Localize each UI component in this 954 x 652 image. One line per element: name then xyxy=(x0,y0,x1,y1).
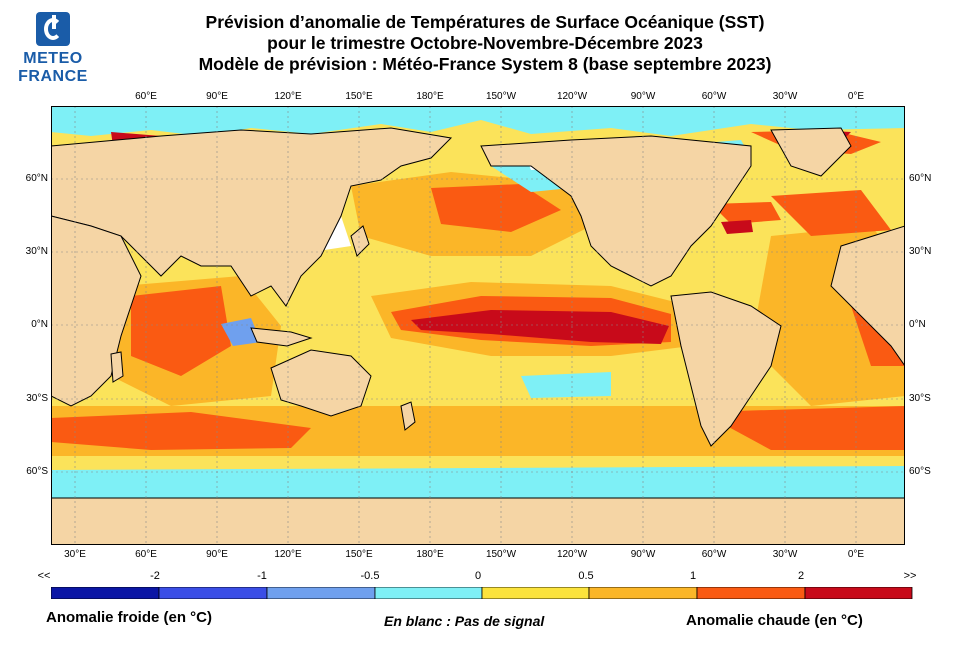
lon-tick-bottom: 150°E xyxy=(345,549,373,560)
colorbar-label: 2 xyxy=(797,570,805,582)
lon-tick-bottom: 180°E xyxy=(416,549,444,560)
lon-tick-top: 120°W xyxy=(556,91,588,102)
meteo-france-logo: METEO FRANCE xyxy=(14,12,92,88)
colorbar-segment xyxy=(696,587,806,599)
logo-text-line2: FRANCE xyxy=(18,68,88,85)
lon-tick-bottom: 30°E xyxy=(64,549,86,560)
cold-anomaly-label: Anomalie froide (en °C) xyxy=(46,609,213,626)
colorbar xyxy=(51,587,913,599)
lat-tick-left: 30°S xyxy=(26,393,48,404)
lat-tick-left: 60°S xyxy=(26,466,48,477)
colorbar-label: 1 xyxy=(689,570,697,582)
colorbar-label: 0.5 xyxy=(578,570,594,582)
colorbar-label: -0.5 xyxy=(360,570,380,582)
lon-tick-bottom: 90°W xyxy=(630,549,656,560)
colorbar-label: -1 xyxy=(257,570,267,582)
sst-anomaly-map xyxy=(51,106,905,545)
graticule xyxy=(51,106,905,545)
lon-tick-bottom: 0°E xyxy=(847,549,865,560)
lon-tick-top: 150°E xyxy=(345,91,373,102)
title-line-1: Prévision d’anomalie de Températures de … xyxy=(205,12,765,32)
lat-tick-left: 0°N xyxy=(31,319,48,330)
colorbar-segment xyxy=(588,587,698,599)
colorbar-label: -2 xyxy=(150,570,160,582)
title-line-3: Modèle de prévision : Météo-France Syste… xyxy=(198,54,772,74)
lon-tick-top: 150°W xyxy=(485,91,517,102)
lon-tick-bottom: 60°W xyxy=(701,549,727,560)
colorbar-label: >> xyxy=(903,570,917,582)
lon-tick-bottom: 150°W xyxy=(485,549,517,560)
lon-tick-top: 120°E xyxy=(274,91,302,102)
lat-tick-right: 0°N xyxy=(909,319,926,330)
map-frame xyxy=(51,106,905,545)
lon-tick-bottom: 60°E xyxy=(135,549,157,560)
lon-tick-top: 90°E xyxy=(206,91,228,102)
meteo-france-logo-icon xyxy=(36,12,70,46)
lon-tick-bottom: 120°W xyxy=(556,549,588,560)
map-title: Prévision d’anomalie de Températures de … xyxy=(110,12,860,75)
lon-tick-bottom: 120°E xyxy=(274,549,302,560)
lon-tick-top: 90°W xyxy=(630,91,656,102)
lon-tick-bottom: 90°E xyxy=(206,549,228,560)
colorbar-segment xyxy=(481,587,590,599)
warm-anomaly-label: Anomalie chaude (en °C) xyxy=(686,612,863,629)
lon-tick-bottom: 30°W xyxy=(772,549,798,560)
lat-tick-right: 30°S xyxy=(909,393,931,404)
title-line-2: pour le trimestre Octobre-Novembre-Décem… xyxy=(267,33,703,53)
colorbar-label: 0 xyxy=(474,570,482,582)
anomaly-patches xyxy=(51,106,905,510)
lon-tick-top: 30°W xyxy=(772,91,798,102)
colorbar-segment xyxy=(158,587,268,599)
lon-tick-top: 0°E xyxy=(847,91,865,102)
colorbar-label: << xyxy=(37,570,51,582)
lat-tick-right: 30°N xyxy=(909,246,932,257)
lat-tick-left: 30°N xyxy=(25,246,48,257)
lat-tick-right: 60°N xyxy=(909,173,932,184)
colorbar-segment xyxy=(266,587,376,599)
lon-tick-top: 180°E xyxy=(416,91,444,102)
lat-tick-right: 60°S xyxy=(909,466,931,477)
no-signal-label: En blanc : Pas de signal xyxy=(384,613,545,629)
map-canvas xyxy=(51,106,905,545)
lon-tick-top: 60°W xyxy=(701,91,727,102)
lon-tick-top: 60°E xyxy=(135,91,157,102)
logo-text-line1: METEO xyxy=(23,50,83,67)
colorbar-segment xyxy=(51,587,160,599)
lat-tick-left: 60°N xyxy=(25,173,48,184)
colorbar-segment xyxy=(374,587,483,599)
land-masses xyxy=(51,127,905,545)
colorbar-segment xyxy=(804,587,913,599)
